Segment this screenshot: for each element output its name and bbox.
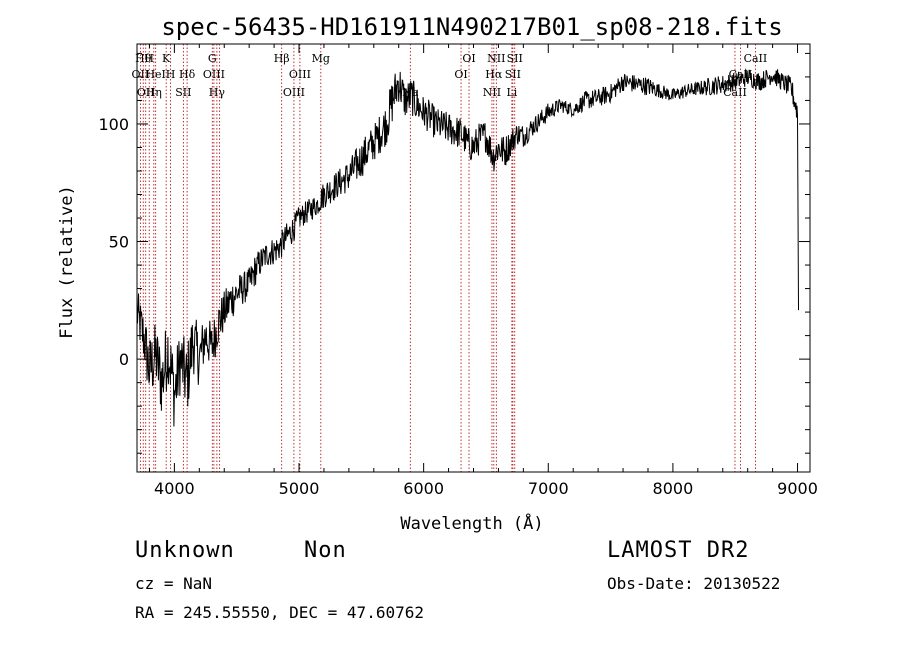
line-marker-label: OII	[132, 68, 150, 81]
plot-frame	[136, 43, 811, 473]
line-marker-label: OI	[462, 52, 475, 65]
spectrum-line	[136, 67, 799, 427]
line-marker-label: Li	[506, 86, 517, 99]
line-marker-label: G	[208, 52, 217, 65]
line-marker-label: Hγ	[209, 86, 226, 99]
line-marker-label: Mg	[312, 52, 330, 65]
y-tick-label: 0	[119, 350, 129, 369]
spectral-line-markers	[139, 44, 756, 472]
line-marker-label: H	[144, 52, 154, 65]
line-marker-label: OIII	[283, 86, 305, 99]
line-marker-label: OIII	[289, 68, 311, 81]
y-tick-label: 50	[109, 233, 129, 252]
object-class: Unknown	[135, 538, 235, 563]
x-tick-label: 4000	[154, 479, 195, 498]
line-marker-label: OIII	[203, 68, 225, 81]
sky-coordinates: RA = 245.55550, DEC = 47.60762	[135, 603, 424, 622]
line-marker-label: Na	[402, 86, 419, 99]
line-marker-label: SII	[175, 86, 191, 99]
line-marker-label: Hβ	[274, 52, 290, 65]
x-tick-label: 8000	[653, 479, 694, 498]
line-marker-label: K	[162, 52, 171, 65]
line-marker-label: Hθ	[135, 52, 152, 65]
line-marker-label: H	[166, 68, 176, 81]
x-axis-label: Wavelength (Å)	[400, 512, 543, 534]
line-marker-label: CaII	[744, 52, 768, 65]
x-tick-label: 7000	[528, 479, 569, 498]
line-marker-label: NII	[487, 52, 505, 65]
line-marker-label: CaII	[729, 68, 753, 81]
y-axis-label: Flux (relative)	[57, 185, 77, 339]
line-marker-label: Hδ	[179, 68, 196, 81]
line-marker-label: NII	[483, 86, 501, 99]
x-tick-label: 6000	[403, 479, 444, 498]
axis-ticks	[137, 44, 810, 472]
line-marker-label: OI	[454, 68, 467, 81]
axis-tick-labels: 4000 5000 6000 7000 8000 9000 0 50 100	[98, 115, 817, 498]
line-marker-label: SII	[507, 52, 523, 65]
x-tick-label: 5000	[279, 479, 320, 498]
redshift-cz: cz = NaN	[135, 574, 213, 593]
line-marker-label: OII	[137, 86, 155, 99]
plot-border	[136, 43, 811, 473]
chart-title: spec-56435-HD161911N490217B01_sp08-218.f…	[161, 13, 782, 41]
line-marker-label: CaII	[723, 86, 747, 99]
line-marker-label: HeI	[145, 68, 165, 81]
survey-name: LAMOST DR2	[607, 538, 750, 563]
spectral-line-labels: OIIHθOIIHHηHeIKHSIIHδGOIIIHγHβOIIIOIIIMg…	[132, 52, 768, 99]
x-tick-label: 9000	[777, 479, 818, 498]
y-tick-label: 100	[98, 115, 129, 134]
line-marker-label: Hη	[146, 86, 162, 99]
observation-date: Obs-Date: 20130522	[607, 574, 781, 593]
object-subclass: Non	[304, 538, 347, 563]
line-marker-label: Hα	[485, 68, 503, 81]
line-marker-label: SII	[505, 68, 521, 81]
